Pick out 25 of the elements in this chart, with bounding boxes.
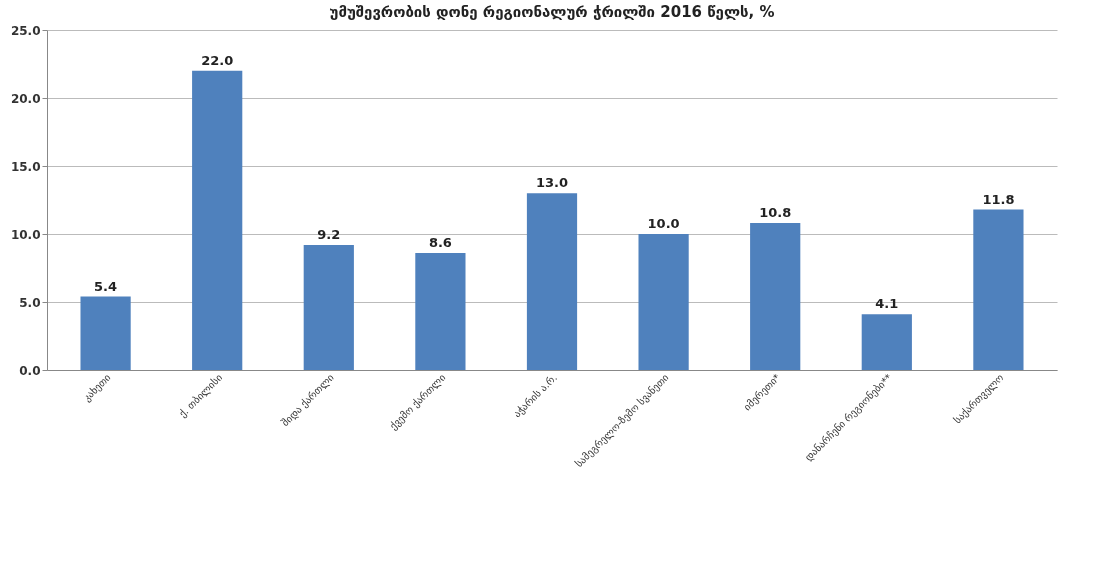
data-label: 10.0 <box>647 216 680 231</box>
data-label: 4.1 <box>875 296 899 312</box>
bar <box>526 193 578 370</box>
bar <box>303 244 354 370</box>
y-tick-label: 20.0 <box>10 91 41 106</box>
data-label: 22.0 <box>201 52 234 68</box>
chart-title: უმუშევრობის დონე რეგიონალურ ჭრილში 2016 წელს, % <box>329 3 775 21</box>
bar <box>638 234 689 370</box>
y-tick-label: 25.0 <box>10 23 41 38</box>
bar <box>415 253 466 370</box>
bar <box>80 296 131 370</box>
data-label: 13.0 <box>535 175 569 191</box>
bar <box>192 70 243 370</box>
data-label: 8.6 <box>428 235 452 251</box>
data-label: 9.2 <box>317 226 341 242</box>
data-label: 11.8 <box>982 191 1015 207</box>
y-tick-label: 5.0 <box>19 295 41 310</box>
data-label: 10.8 <box>759 205 792 221</box>
bar <box>861 314 912 370</box>
y-tick-label: 0.0 <box>19 363 41 378</box>
y-tick-label: 10.0 <box>10 227 41 242</box>
y-tick-label: 15.0 <box>10 159 41 174</box>
data-label: 5.4 <box>94 278 118 294</box>
bar <box>973 209 1024 370</box>
bar <box>750 223 801 370</box>
